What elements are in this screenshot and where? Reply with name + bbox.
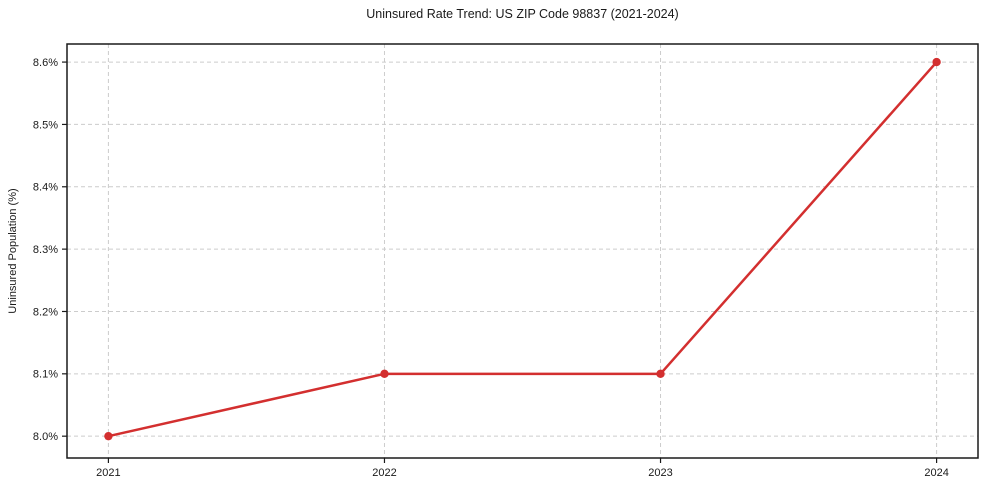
y-tick-label: 8.4% xyxy=(33,182,58,194)
x-tick-label: 2022 xyxy=(372,467,396,479)
data-point xyxy=(104,431,113,441)
chart-title: Uninsured Rate Trend: US ZIP Code 98837 … xyxy=(366,7,679,21)
data-point xyxy=(932,57,941,67)
x-tick-label: 2023 xyxy=(648,467,672,479)
data-point xyxy=(380,369,389,379)
y-tick-label: 8.2% xyxy=(33,306,58,318)
y-tick-label: 8.6% xyxy=(33,57,58,69)
y-tick-label: 8.1% xyxy=(33,369,58,381)
plot-border xyxy=(66,43,979,459)
x-tick-label: 2021 xyxy=(96,467,120,479)
data-line xyxy=(107,60,938,438)
data-point xyxy=(656,369,665,379)
y-tick-label: 8.3% xyxy=(33,244,58,256)
x-tick-label: 2024 xyxy=(924,467,948,479)
y-tick-label: 8.5% xyxy=(33,119,58,131)
y-tick-label: 8.0% xyxy=(33,431,58,443)
y-axis-label: Uninsured Population (%) xyxy=(7,188,19,314)
